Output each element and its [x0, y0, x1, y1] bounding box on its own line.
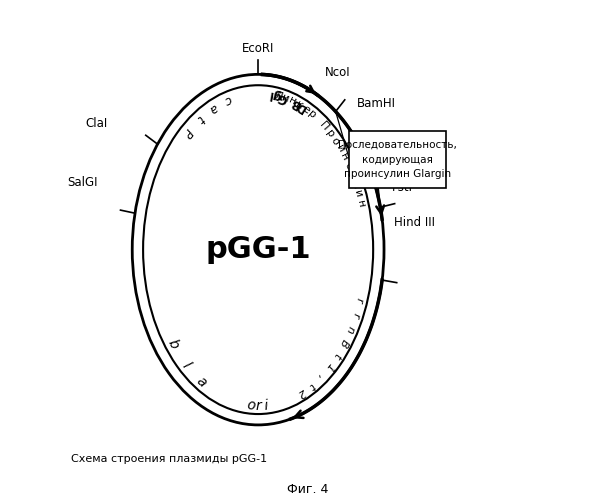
Text: o: o	[246, 398, 256, 413]
Text: r: r	[255, 399, 261, 413]
Text: b: b	[165, 338, 181, 351]
Text: н: н	[287, 96, 298, 108]
Text: B: B	[338, 338, 351, 348]
Text: I: I	[267, 88, 273, 101]
Text: pGG-1: pGG-1	[205, 235, 311, 264]
Text: c: c	[222, 92, 234, 107]
Text: r: r	[350, 312, 361, 319]
Text: BamHI: BamHI	[357, 98, 396, 110]
Text: a: a	[193, 374, 209, 390]
Text: SalGI: SalGI	[67, 176, 98, 190]
Text: и: и	[352, 190, 364, 199]
Text: у: у	[346, 170, 358, 179]
Text: EcoRI: EcoRI	[242, 42, 274, 54]
Text: B: B	[288, 95, 302, 110]
Text: Последовательность,
кодирующая
проинсулин Glargin: Последовательность, кодирующая проинсули…	[338, 140, 457, 179]
Text: и: и	[280, 92, 291, 104]
Text: 1: 1	[323, 361, 335, 372]
Text: н: н	[338, 152, 351, 162]
Text: и: и	[334, 143, 346, 154]
Text: Hind III: Hind III	[394, 216, 435, 229]
Text: t: t	[306, 380, 316, 390]
Text: 2: 2	[296, 386, 308, 399]
Ellipse shape	[132, 74, 384, 425]
Text: П: П	[318, 120, 331, 133]
Text: g: g	[271, 88, 282, 103]
Text: n: n	[344, 324, 356, 334]
Text: t: t	[193, 112, 205, 125]
Text: r: r	[354, 297, 365, 304]
Text: е: е	[300, 104, 312, 116]
Text: t: t	[331, 351, 343, 360]
Text: к: к	[294, 99, 304, 111]
Text: л: л	[350, 180, 362, 189]
Text: D: D	[293, 98, 309, 114]
Bar	[349, 131, 446, 188]
Text: l: l	[179, 360, 192, 371]
Text: р: р	[306, 108, 318, 120]
Text: NcoI: NcoI	[325, 66, 351, 80]
Text: о: о	[329, 135, 341, 146]
Text: a: a	[207, 100, 220, 115]
Text: н: н	[355, 200, 367, 208]
Text: G: G	[276, 90, 290, 105]
Text: с: с	[343, 161, 354, 170]
Text: ClaI: ClaI	[85, 117, 108, 130]
Text: PstI: PstI	[391, 182, 413, 194]
Text: ,: ,	[316, 372, 325, 382]
Text: Фиг. 4: Фиг. 4	[287, 482, 328, 496]
Text: i: i	[263, 398, 268, 413]
Text: P: P	[180, 126, 194, 140]
Text: Схема строения плазмиды pGG-1: Схема строения плазмиды pGG-1	[71, 454, 267, 464]
Text: р: р	[323, 128, 336, 139]
Text: Л: Л	[273, 90, 284, 102]
